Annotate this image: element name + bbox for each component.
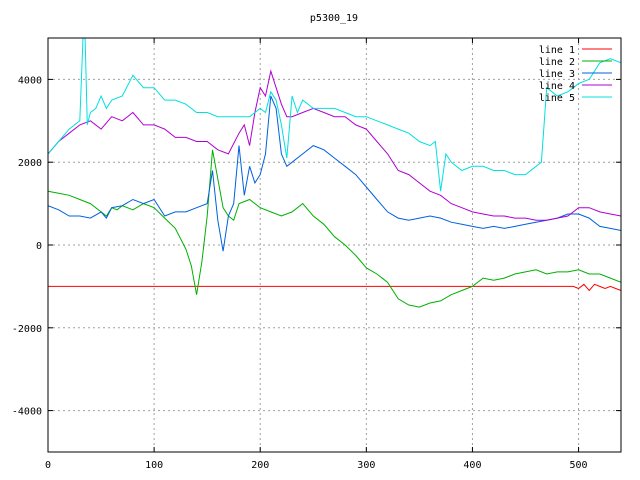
legend-label: line 3: [539, 69, 575, 80]
chart-title: p5300_19: [310, 13, 358, 24]
series-line-1: [48, 283, 621, 292]
grid: [48, 38, 621, 452]
x-tick-label: 200: [251, 460, 269, 471]
x-tick-label: 0: [45, 460, 51, 471]
legend-label: line 4: [539, 81, 575, 92]
series-lines: [48, 38, 621, 308]
y-tick-label: 2000: [18, 158, 42, 169]
legend-label: line 1: [539, 45, 575, 56]
x-tick-label: 100: [145, 460, 163, 471]
series-line-3: [48, 95, 621, 252]
y-tick-label: -2000: [12, 324, 42, 335]
x-tick-label: 500: [570, 460, 588, 471]
legend-label: line 5: [539, 93, 575, 104]
x-tick-label: 400: [463, 460, 481, 471]
series-line-4: [48, 69, 621, 221]
y-tick-label: 4000: [18, 75, 42, 86]
y-tick-label: -4000: [12, 407, 42, 418]
y-tick-label: 0: [36, 241, 42, 252]
axis-ticks: 0 100 200 300 400 500 -4000 -2000 0 2000 4000: [12, 38, 621, 471]
series-line-2: [48, 149, 621, 308]
series-line-5: [48, 38, 621, 192]
legend-label: line 2: [539, 57, 575, 68]
x-tick-label: 300: [357, 460, 375, 471]
